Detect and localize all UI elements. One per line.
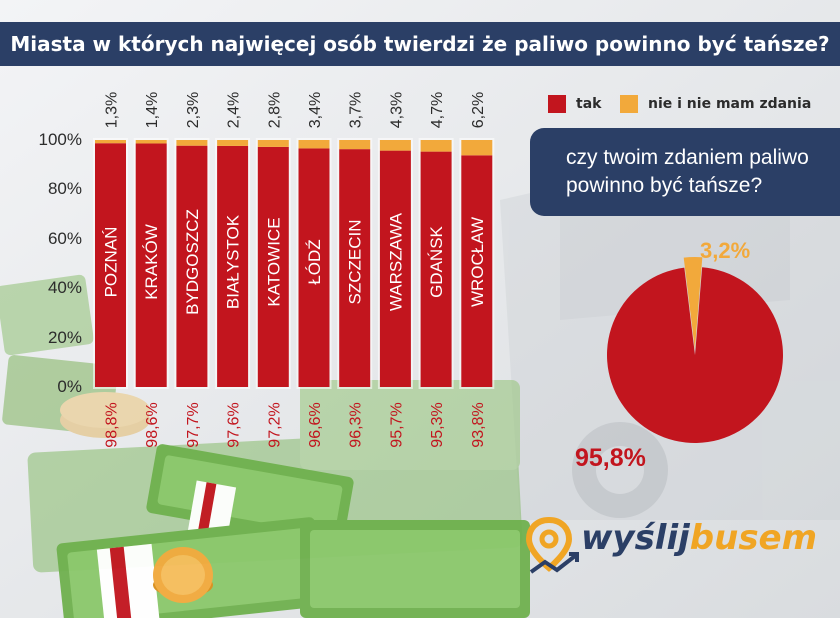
y-tick-label: 20% [47, 328, 82, 347]
bar-bottom-label: 97,2% [266, 402, 283, 447]
legend-label-tak: tak [576, 96, 602, 112]
bar-top-label: 2,4% [226, 92, 243, 128]
bar-top-label: 4,3% [388, 92, 405, 128]
money-foreground [56, 444, 530, 618]
bar-nie [95, 140, 126, 144]
y-tick-label: 80% [47, 179, 82, 198]
bar-top-label: 2,8% [266, 92, 283, 128]
pie-slice-tak [607, 267, 783, 443]
pie-question-box: czy twoim zdaniem paliwo powinno być tań… [530, 128, 840, 216]
bar-tak [298, 148, 330, 387]
y-tick-label: 0% [57, 377, 82, 396]
bar-tak [420, 151, 452, 387]
bar-top-label: 1,3% [104, 92, 121, 128]
bar-bottom-label: 98,6% [144, 402, 161, 447]
bar-tak [379, 150, 411, 387]
page-title: Miasta w których najwięcej osób twierdzi… [0, 22, 840, 66]
bar-category-label: KATOWICE [264, 217, 283, 306]
bar-nie [257, 140, 289, 147]
bar-nie [379, 140, 411, 151]
y-tick-label: 40% [47, 278, 82, 297]
bar-top-label: 3,4% [307, 92, 324, 128]
wyslijbusem-logo: wyślijbusem [525, 514, 825, 584]
bar-category-label: SZCZECIN [346, 220, 365, 305]
bar-category-label: BYDGOSZCZ [183, 209, 202, 315]
legend-swatch-nie [620, 95, 638, 113]
bar-category-label: BIAŁYSTOK [224, 214, 243, 309]
bar-tak [95, 143, 126, 387]
bar-top-label: 3,7% [348, 92, 365, 128]
legend-swatch-tak [548, 95, 566, 113]
bar-tak [135, 143, 167, 387]
bar-bottom-label: 98,8% [104, 402, 121, 447]
bar-category-label: POZNAŃ [102, 227, 121, 298]
pie-label-tak: 95,8% [575, 444, 646, 472]
logo-text: wyślijbusem [581, 518, 817, 558]
bar-nie [420, 140, 452, 152]
question-line-2: powinno być tańsze? [566, 174, 763, 197]
bar-bottom-label: 95,7% [388, 402, 405, 447]
y-tick-label: 60% [47, 229, 82, 248]
bar-bottom-label: 97,7% [185, 402, 202, 447]
pie-label-nie: 3,2% [700, 238, 751, 263]
legend-label-nie: nie i nie mam zdania [648, 96, 812, 112]
bar-bottom-label: 96,3% [348, 402, 365, 447]
bar-nie [461, 140, 493, 156]
bar-nie [217, 140, 249, 146]
bar-nie [298, 140, 330, 149]
pie-chart [607, 257, 783, 443]
bar-tak [461, 155, 493, 387]
logo-text-part2: busem [689, 518, 818, 558]
bar-bottom-label: 95,3% [429, 402, 446, 447]
bar-nie [339, 140, 371, 150]
bar-bottom-label: 96,6% [307, 402, 324, 447]
pie-slice-nie [683, 257, 703, 350]
logo-text-part1: wyślij [581, 518, 690, 558]
bar-bottom-label: 93,8% [470, 402, 487, 447]
bar-tak [217, 145, 249, 387]
legend-item-nie: nie i nie mam zdania [620, 94, 811, 114]
question-line-1: czy twoim zdaniem paliwo [566, 146, 809, 169]
y-tick-label: 100% [38, 130, 82, 149]
bar-top-label: 4,7% [429, 92, 446, 128]
bar-category-label: WARSZAWA [386, 212, 405, 311]
bar-tak [257, 146, 289, 387]
bar-category-label: KRAKÓW [142, 224, 161, 300]
bar-top-label: 1,4% [144, 92, 161, 128]
bar-top-label: 2,3% [185, 92, 202, 128]
bar-category-label: WROCŁAW [468, 217, 487, 307]
bar-tak [339, 149, 371, 387]
bar-category-label: GDAŃSK [427, 225, 446, 297]
bar-top-label: 6,2% [470, 92, 487, 128]
bar-nie [176, 140, 208, 146]
bar-bottom-label: 97,6% [226, 402, 243, 447]
bar-tak [176, 145, 208, 387]
bar-nie [135, 140, 167, 144]
location-pin-icon [525, 516, 579, 574]
bar-category-label: ŁÓDŹ [305, 239, 324, 284]
legend-item-tak: tak [548, 94, 601, 114]
